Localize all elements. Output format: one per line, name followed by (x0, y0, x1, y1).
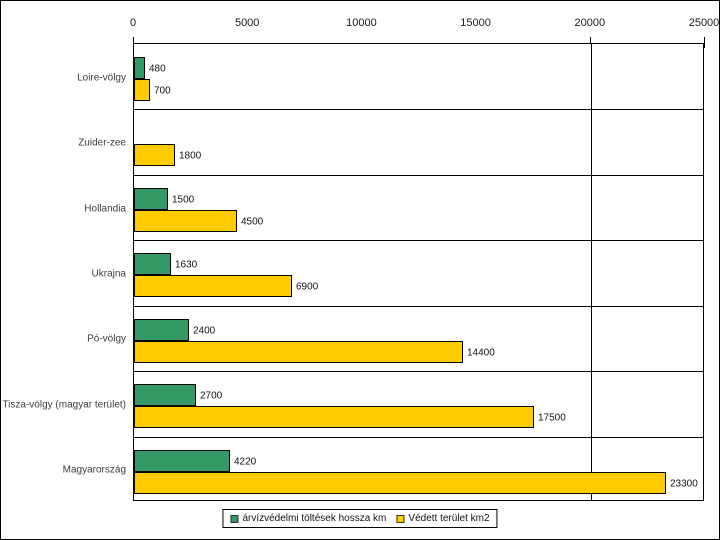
category-label: Magyarország (62, 464, 126, 476)
bar-vedett-terulet (134, 79, 150, 101)
legend-item-vedett-terulet: Védett terület km2 (396, 513, 490, 524)
row-separator-line (134, 306, 703, 307)
bar-vedett-terulet (134, 406, 534, 429)
x-axis-tick (133, 37, 134, 48)
value-label: 1500 (172, 194, 195, 206)
category-label: Hollandia (84, 203, 126, 215)
value-label: 6900 (296, 281, 319, 293)
value-label: 14400 (467, 347, 495, 359)
bar-vedett-terulet (134, 144, 175, 167)
legend: árvízvédelmi töltések hossza km Védett t… (222, 509, 498, 528)
legend-item-toltesek: árvízvédelmi töltések hossza km (230, 513, 386, 524)
value-label: 2700 (200, 390, 223, 402)
value-label: 1630 (175, 259, 198, 271)
x-axis-tick (704, 37, 705, 48)
bar-vedett-terulet (134, 209, 237, 232)
bar-toltesek-hossza (134, 57, 145, 79)
plot-area: 480 700 1800 1500 4500 1630 6900 2400 14400 2700 1… (133, 43, 704, 501)
vertical-gridline (590, 44, 592, 500)
value-label: 4220 (234, 456, 257, 468)
row-separator-line (134, 109, 703, 110)
legend-swatch-yellow (396, 514, 405, 523)
value-label: 17500 (538, 412, 566, 424)
x-tick-label: 10000 (346, 17, 377, 29)
category-label: Ukrajna (91, 268, 126, 280)
legend-swatch-green (230, 514, 239, 523)
category-label: Pó-völgy (87, 333, 126, 345)
row-separator-line (134, 175, 703, 176)
x-axis-tick (589, 37, 591, 48)
row-separator-line (134, 437, 703, 438)
category-label: Loire-völgy (77, 72, 126, 84)
bar-vedett-terulet (134, 275, 292, 298)
value-label: 23300 (670, 478, 698, 490)
x-tick-label: 15000 (460, 17, 491, 29)
category-label: Tisza-völgy (magyar terület) (2, 399, 126, 411)
value-label: 1800 (179, 150, 202, 162)
category-label: Zuider-zee (78, 137, 126, 149)
bar-toltesek-hossza (134, 253, 171, 276)
bar-toltesek-hossza (134, 187, 168, 210)
legend-label-vedett-terulet: Védett terület km2 (408, 513, 490, 524)
bar-vedett-terulet (134, 471, 666, 494)
value-label: 700 (154, 85, 171, 97)
x-tick-label: 20000 (574, 17, 606, 29)
x-tick-label: 25000 (688, 17, 720, 29)
value-label: 4500 (241, 216, 264, 228)
x-tick-label: 5000 (234, 17, 260, 29)
row-separator-line (134, 240, 703, 241)
bar-toltesek-hossza (134, 384, 196, 407)
bar-toltesek-hossza (134, 449, 230, 472)
bar-vedett-terulet (134, 340, 463, 363)
row-separator-line (134, 371, 703, 372)
value-label: 2400 (193, 325, 216, 337)
x-tick-label: 0 (129, 17, 137, 29)
bar-toltesek-hossza (134, 318, 189, 341)
legend-label-toltesek: árvízvédelmi töltések hossza km (242, 513, 387, 524)
value-label: 480 (149, 63, 166, 75)
